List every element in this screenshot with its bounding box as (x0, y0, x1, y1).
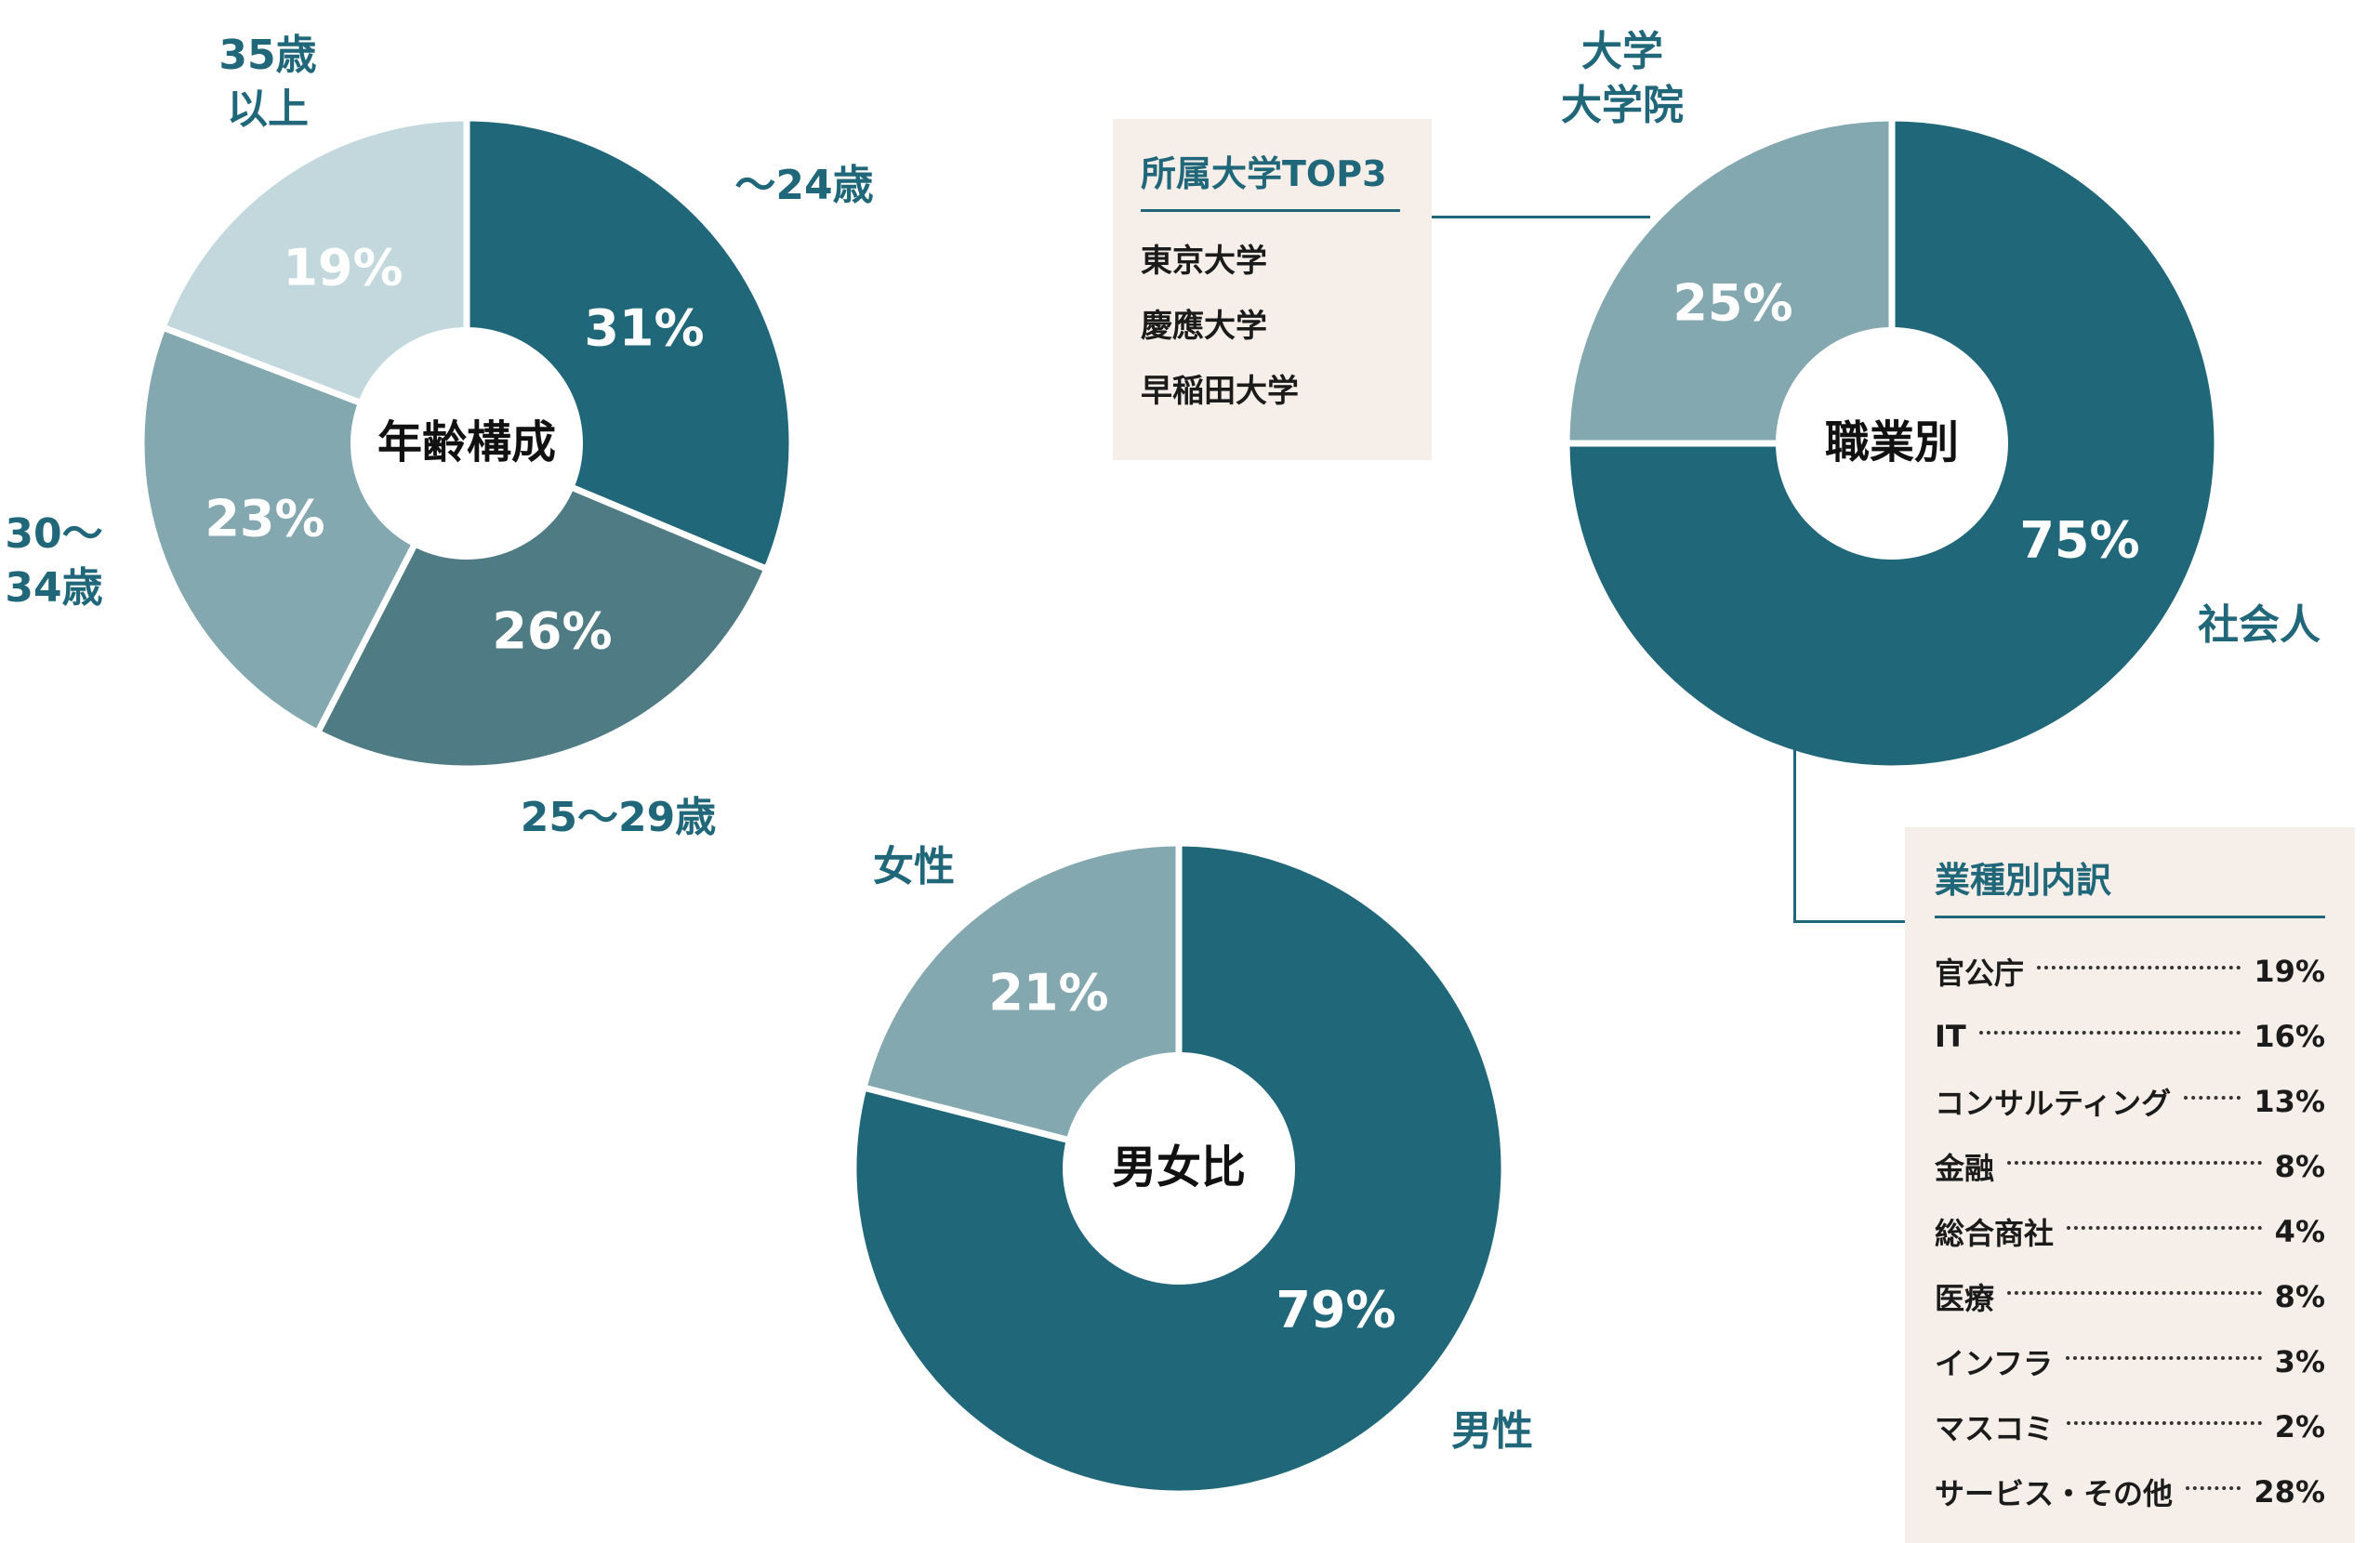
list-item: 官公庁 19% (1935, 939, 2325, 1004)
industry-value: 4% (2274, 1214, 2325, 1249)
center-label: 男女比 (1112, 1141, 1246, 1194)
leader-dots (2184, 1096, 2241, 1100)
data-label: 25% (1673, 274, 1792, 333)
industry-connector-horizontal (1793, 920, 1905, 923)
leader-dots (2007, 1291, 2262, 1295)
industry-name: IT (1935, 1019, 1966, 1054)
category-label: 34歳 (5, 564, 102, 612)
leader-dots (2037, 966, 2241, 969)
industry-name: コンサルティング (1935, 1086, 2172, 1121)
donut-hole (350, 327, 583, 560)
category-label: 大学院 (1561, 82, 1684, 129)
list-item: 慶應大学 (1141, 308, 1267, 345)
data-label: 79% (1276, 1281, 1395, 1339)
industry-name: 総合商社 (1935, 1216, 2055, 1251)
category-label: 25〜29歳 (521, 794, 716, 841)
industry-box: 業種別内訳 官公庁 19% IT 16% コンサルティング 13% 金融 8% 総合商社… (1905, 827, 2355, 1543)
industry-value: 3% (2274, 1344, 2325, 1379)
donut-hole (1776, 327, 2008, 560)
category-label: 30〜 (5, 510, 102, 558)
leader-dots (1978, 1031, 2241, 1035)
industry-value: 8% (2274, 1149, 2325, 1184)
university-connector-line (1432, 216, 1650, 218)
university-list: 東京大学 慶應大学 早稲田大学 (1141, 229, 1400, 424)
category-label: 大学 (1581, 28, 1663, 75)
data-label: 21% (988, 964, 1108, 1022)
university-box-title: 所属大学TOP3 (1141, 145, 1400, 212)
data-label: 31% (584, 299, 704, 358)
center-label: 職業別 (1825, 416, 1959, 468)
list-item: 医療 8% (1935, 1264, 2325, 1329)
industry-value: 13% (2254, 1084, 2325, 1119)
category-label: 35歳 (218, 32, 316, 79)
category-label: 男性 (1451, 1407, 1533, 1455)
industry-name: 官公庁 (1935, 956, 2025, 991)
leader-dots (2067, 1421, 2262, 1425)
list-item: コンサルティング 13% (1935, 1069, 2325, 1134)
industry-value: 16% (2254, 1019, 2325, 1054)
industry-list: 官公庁 19% IT 16% コンサルティング 13% 金融 8% 総合商社 4% 医療 8… (1935, 939, 2325, 1524)
industry-name: 医療 (1935, 1281, 1995, 1316)
category-label: 以上 (227, 86, 309, 133)
industry-box-title: 業種別内訳 (1935, 851, 2325, 918)
data-label: 23% (205, 490, 324, 548)
category-label: 社会人 (2198, 601, 2320, 649)
list-item: 金融 8% (1935, 1134, 2325, 1199)
pie-slice (1563, 114, 2221, 772)
industry-name: サービス・その他 (1935, 1476, 2174, 1511)
industry-value: 2% (2274, 1409, 2325, 1444)
center-label: 年齢構成 (377, 416, 556, 468)
list-item: サービス・その他 28% (1935, 1459, 2325, 1524)
industry-value: 8% (2274, 1279, 2325, 1314)
industry-value: 28% (2254, 1474, 2325, 1510)
category-label: 〜24歳 (734, 162, 873, 209)
list-item: インフラ 3% (1935, 1329, 2325, 1394)
donut-hole (1063, 1052, 1295, 1285)
leader-dots (2067, 1226, 2262, 1230)
industry-value: 19% (2254, 954, 2325, 989)
university-box: 所属大学TOP3 東京大学 慶應大学 早稲田大学 (1113, 119, 1432, 460)
industry-name: マスコミ (1935, 1411, 2055, 1446)
category-label: 女性 (873, 843, 955, 890)
industry-name: 金融 (1935, 1151, 1995, 1186)
industry-connector-vertical (1793, 744, 1796, 923)
donut-chart-2: 男女比 79% 男性 21% 女性 (850, 839, 1533, 1497)
list-item: 東京大学 (1141, 243, 1267, 280)
list-item: IT 16% (1935, 1004, 2325, 1069)
data-label: 26% (492, 602, 612, 661)
leader-dots (2066, 1356, 2262, 1360)
list-item: 早稲田大学 (1141, 373, 1299, 410)
list-item: マスコミ 2% (1935, 1394, 2325, 1459)
data-label: 19% (283, 239, 403, 297)
data-label: 75% (2019, 511, 2139, 570)
leader-dots (2007, 1161, 2262, 1165)
list-item: 総合商社 4% (1935, 1199, 2325, 1264)
leader-dots (2186, 1486, 2241, 1490)
industry-name: インフラ (1935, 1346, 2054, 1381)
